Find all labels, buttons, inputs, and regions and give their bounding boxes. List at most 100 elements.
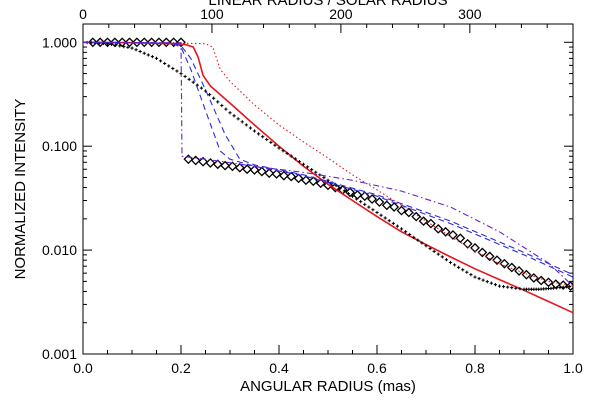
data-point-diamond	[536, 275, 547, 286]
data-point-plus	[179, 71, 183, 76]
data-point-diamond	[323, 180, 333, 191]
data-point-plus	[261, 135, 265, 139]
data-point-plus	[350, 194, 355, 198]
data-point-plus	[371, 208, 375, 212]
series-layer	[83, 37, 573, 314]
data-point-diamond	[521, 269, 532, 280]
series-3	[83, 40, 572, 291]
data-point-plus	[518, 287, 522, 291]
data-point-diamond	[234, 162, 245, 173]
data-point-plus	[461, 268, 465, 272]
data-point-plus	[224, 107, 228, 111]
data-point-diamond	[367, 194, 378, 204]
y-tick-label: 0.100	[42, 138, 77, 154]
data-point-plus	[146, 53, 150, 57]
data-point-plus	[154, 56, 159, 60]
series-line	[83, 41, 573, 278]
data-point-plus	[367, 205, 371, 209]
data-point-plus	[432, 249, 436, 253]
data-point-diamond	[499, 258, 510, 269]
data-point-plus	[158, 59, 163, 63]
data-point-plus	[473, 275, 477, 279]
data-point-plus	[501, 285, 506, 289]
data-point-plus	[236, 117, 240, 121]
data-point-diamond	[131, 37, 142, 48]
data-point-plus	[183, 74, 187, 79]
data-point-diamond	[256, 166, 267, 177]
data-point-plus	[252, 129, 257, 133]
top-tick-label: 300	[458, 6, 482, 22]
data-point-plus	[493, 283, 498, 287]
data-point-plus	[130, 46, 134, 50]
data-point-plus	[207, 92, 212, 97]
data-point-plus	[465, 270, 469, 274]
data-point-plus	[383, 216, 387, 220]
data-point-plus	[163, 61, 167, 66]
data-point-diamond	[198, 156, 208, 167]
data-point-diamond	[514, 266, 525, 276]
top-tick-label: 200	[329, 6, 353, 22]
data-point-plus	[510, 286, 514, 290]
data-point-plus	[481, 278, 485, 282]
data-point-plus	[289, 154, 293, 158]
data-point-plus	[558, 285, 562, 290]
data-point-diamond	[139, 37, 150, 48]
x-tick-label: 0.8	[465, 360, 485, 376]
data-point-plus	[416, 238, 420, 242]
data-point-plus	[424, 244, 428, 248]
x-tick-label: 0.2	[171, 360, 191, 376]
data-point-diamond	[102, 37, 113, 48]
data-point-diamond	[308, 176, 319, 187]
data-point-diamond	[477, 247, 488, 258]
data-point-plus	[555, 286, 559, 290]
x-tick-label: 0.6	[367, 360, 387, 376]
data-point-plus	[118, 44, 122, 48]
data-point-diamond	[455, 233, 466, 244]
data-point-diamond	[528, 272, 539, 283]
data-point-plus	[412, 235, 416, 239]
data-point-plus	[452, 263, 457, 267]
data-point-diamond	[212, 159, 223, 170]
data-point-diamond	[227, 161, 238, 172]
data-point-plus	[375, 210, 379, 215]
data-point-plus	[514, 286, 518, 290]
data-point-plus	[191, 80, 195, 84]
data-point-plus	[285, 151, 289, 156]
data-point-plus	[314, 170, 318, 174]
y-tick-label: 0.010	[42, 242, 77, 258]
data-point-plus	[497, 284, 502, 288]
data-point-plus	[305, 165, 310, 169]
y-axis-title: NORMALIZED INTENSITY	[12, 99, 29, 280]
data-point-plus	[346, 191, 351, 196]
data-point-plus	[301, 162, 306, 166]
x-tick-label: 0.4	[269, 360, 289, 376]
data-point-plus	[122, 44, 126, 49]
data-point-diamond	[565, 281, 573, 292]
data-point-plus	[338, 186, 342, 190]
y-tick-label: 0.001	[42, 346, 77, 362]
series-1	[83, 41, 573, 314]
axis-ticks	[82, 24, 574, 355]
data-point-plus	[322, 176, 326, 180]
data-point-plus	[256, 132, 261, 136]
data-point-plus	[391, 221, 395, 226]
data-point-plus	[551, 286, 555, 290]
data-point-diamond	[389, 202, 400, 212]
x-tick-label: 0.0	[73, 360, 93, 376]
data-point-plus	[109, 42, 114, 47]
data-point-diamond	[448, 229, 458, 240]
data-point-plus	[269, 140, 273, 144]
data-point-diamond	[109, 37, 120, 48]
data-point-plus	[199, 86, 204, 90]
data-point-diamond	[242, 164, 253, 175]
data-point-plus	[220, 103, 224, 108]
series-line	[83, 41, 573, 287]
data-point-plus	[138, 49, 142, 54]
data-point-diamond	[411, 211, 422, 222]
data-point-diamond	[433, 223, 444, 234]
data-point-plus	[354, 197, 359, 201]
series-6	[83, 41, 573, 287]
data-point-diamond	[359, 191, 370, 202]
data-point-diamond	[264, 168, 275, 179]
data-point-plus	[248, 126, 253, 130]
